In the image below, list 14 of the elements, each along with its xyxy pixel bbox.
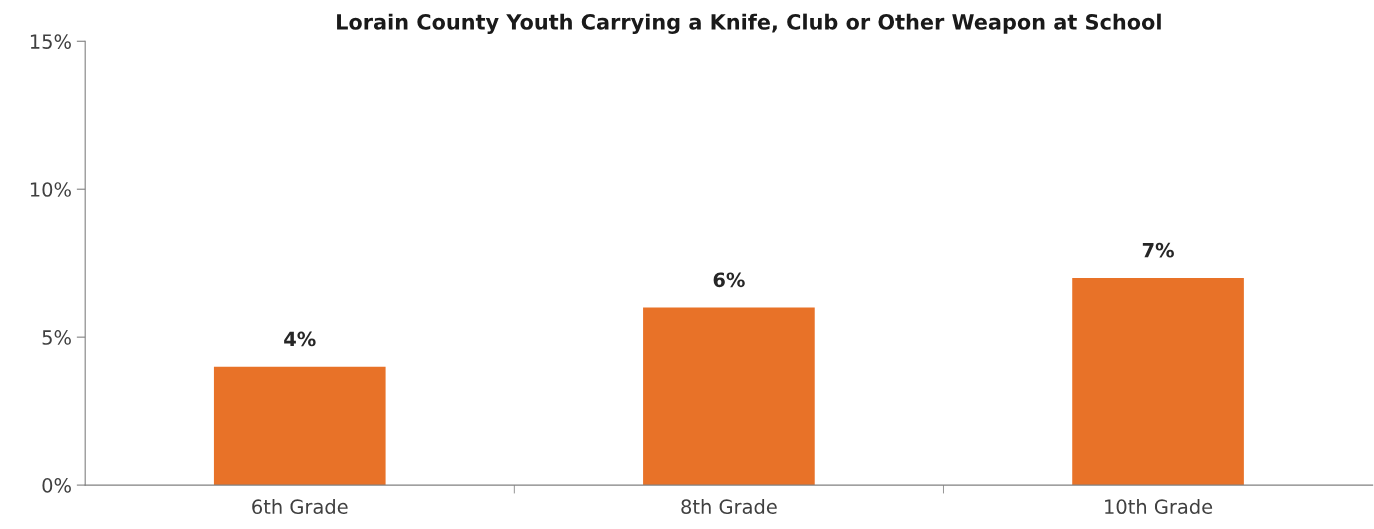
x-tick-label: 8th Grade	[681, 498, 777, 515]
y-tick-label: 10%	[30, 182, 71, 197]
data-label: 6%	[713, 272, 745, 288]
data-label: 4%	[284, 331, 316, 347]
bar	[1072, 277, 1244, 486]
y-tick-label: 0%	[42, 478, 71, 493]
x-tick-label: 6th Grade	[252, 498, 348, 515]
y-tick-label: 15%	[30, 34, 71, 49]
chart-title: Lorain County Youth Carrying a Knife, Club or Other Weapon at School	[337, 13, 1161, 34]
x-tick-label: 10th Grade	[1105, 498, 1213, 515]
bar	[213, 366, 386, 486]
bar	[643, 307, 815, 486]
y-tick-label: 5%	[42, 330, 71, 345]
data-label: 7%	[1142, 242, 1174, 258]
